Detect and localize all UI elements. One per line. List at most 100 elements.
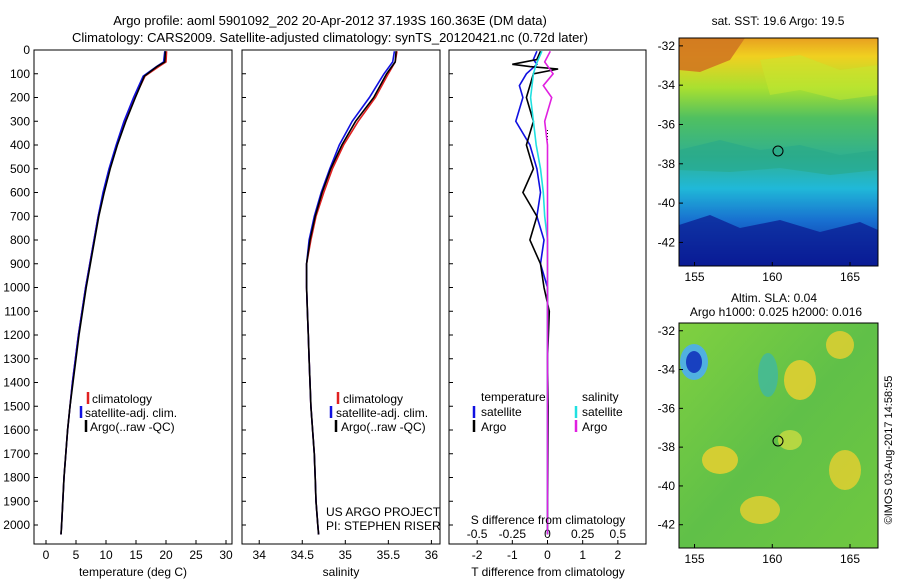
difference-xtick-label: -1 bbox=[507, 548, 518, 562]
map-ytick-label: -32 bbox=[658, 39, 676, 53]
sla-map-frame bbox=[678, 322, 879, 549]
sst-map-frame bbox=[678, 37, 879, 267]
temperature-panel: 0 5 10 15 20 25 300100200300400500600700800900… bbox=[3, 43, 233, 579]
map-ytick-label: -36 bbox=[658, 401, 676, 415]
temperature-xtick-label: 20 bbox=[159, 548, 173, 562]
pi-annotation: PI: STEPHEN RISER bbox=[326, 519, 441, 533]
depth-tick-label: 900 bbox=[10, 257, 30, 271]
figure-title-line2: Climatology: CARS2009. Satellite-adjuste… bbox=[72, 30, 588, 45]
difference-series-satellite bbox=[529, 50, 549, 535]
temperature-axes bbox=[33, 49, 233, 545]
depth-tick-label: 200 bbox=[10, 91, 30, 105]
temperature-xtick-label: 25 bbox=[189, 548, 203, 562]
sla-map-title1: Altim. SLA: 0.04 bbox=[731, 291, 817, 305]
legend-header-temperature: temperature bbox=[481, 390, 546, 404]
temperature-xlabel: temperature (deg C) bbox=[79, 565, 187, 579]
depth-tick-label: 1000 bbox=[3, 281, 30, 295]
legend-label-argo: Argo(..raw -QC) bbox=[341, 420, 426, 434]
legend-label-climatology: climatology bbox=[92, 392, 152, 406]
copyright-stamp: ©IMOS 03-Aug-2017 14:58:55 bbox=[883, 376, 895, 525]
map-xtick-label: 160 bbox=[762, 552, 782, 566]
difference-xtick2-label: -0.25 bbox=[499, 527, 527, 541]
temperature-series-argo-raw-qc- bbox=[60, 51, 167, 535]
temperature-xtick-label: 30 bbox=[219, 548, 233, 562]
depth-tick-label: 1700 bbox=[3, 447, 30, 461]
difference-panel: -2 -1 0 1 2-0.5 -0.25 0 0.25 0.5 temperature sal… bbox=[448, 49, 647, 579]
map-ytick-label: -36 bbox=[658, 117, 676, 131]
salinity-xtick-label: 35 bbox=[339, 548, 353, 562]
legend-label-s-satellite: satellite bbox=[582, 405, 623, 419]
depth-tick-label: 1600 bbox=[3, 423, 30, 437]
difference-series-argo bbox=[512, 50, 559, 535]
depth-tick-label: 1300 bbox=[3, 352, 30, 366]
project-annotation: US ARGO PROJECT bbox=[326, 505, 441, 519]
legend-label-satellite: satellite-adj. clim. bbox=[336, 406, 428, 420]
difference-xtick2-label: -0.5 bbox=[467, 527, 488, 541]
legend-header-salinity: salinity bbox=[582, 390, 619, 404]
difference-series-argo bbox=[542, 50, 555, 535]
sst-map-panel: sat. SST: 19.6 Argo: 19.5 bbox=[658, 14, 879, 284]
depth-tick-label: 400 bbox=[10, 138, 30, 152]
legend-label-t-satellite: satellite bbox=[481, 405, 522, 419]
map-xtick-label: 155 bbox=[685, 552, 705, 566]
difference-xtick2-label: 0.5 bbox=[610, 527, 627, 541]
salinity-panel: 34 34.5 35 35.5 36 salinity climatology sate… bbox=[241, 49, 441, 579]
legend-label-climatology: climatology bbox=[343, 392, 403, 406]
map-ytick-label: -32 bbox=[658, 324, 676, 338]
salinity-xlabel: salinity bbox=[323, 565, 360, 579]
depth-tick-label: 1400 bbox=[3, 376, 30, 390]
legend-label-satellite: satellite-adj. clim. bbox=[85, 406, 177, 420]
map-xtick-label: 160 bbox=[762, 270, 782, 284]
map-ytick-label: -34 bbox=[658, 78, 676, 92]
temperature-xtick-label: 0 bbox=[43, 548, 50, 562]
map-xtick-label: 155 bbox=[685, 270, 705, 284]
map-ytick-label: -40 bbox=[658, 479, 676, 493]
salinity-xtick-label: 35.5 bbox=[377, 548, 401, 562]
legend-label-argo: Argo(..raw -QC) bbox=[90, 420, 175, 434]
temperature-xtick-label: 15 bbox=[129, 548, 143, 562]
difference-xtick-label: 0 bbox=[544, 548, 551, 562]
depth-tick-label: 800 bbox=[10, 233, 30, 247]
depth-tick-label: 1900 bbox=[3, 494, 30, 508]
map-ytick-label: -40 bbox=[658, 196, 676, 210]
salinity-xtick-label: 34 bbox=[253, 548, 267, 562]
salinity-xtick-label: 34.5 bbox=[291, 548, 315, 562]
difference-xtick-label: 1 bbox=[579, 548, 586, 562]
legend-label-t-argo: Argo bbox=[481, 420, 507, 434]
map-xtick-label: 165 bbox=[840, 270, 860, 284]
depth-tick-label: 0 bbox=[23, 43, 30, 57]
sla-map-title2: Argo h1000: 0.025 h2000: 0.016 bbox=[690, 305, 862, 319]
legend-label-s-argo: Argo bbox=[582, 420, 608, 434]
sla-texture bbox=[680, 331, 861, 524]
map-ytick-label: -42 bbox=[658, 235, 676, 249]
depth-tick-label: 1800 bbox=[3, 471, 30, 485]
figure-title-line1: Argo profile: aoml 5901092_202 20-Apr-20… bbox=[113, 13, 547, 28]
difference-xtick-label: -2 bbox=[472, 548, 483, 562]
temperature-legend: climatology satellite-adj. clim. Argo(..… bbox=[79, 392, 177, 434]
sla-map-panel: Altim. SLA: 0.04 Argo h1000: 0.025 h2000… bbox=[658, 291, 879, 566]
difference-xtick-label: 2 bbox=[615, 548, 622, 562]
sst-texture bbox=[679, 38, 878, 266]
map-ytick-label: -34 bbox=[658, 363, 676, 377]
sst-map-title: sat. SST: 19.6 Argo: 19.5 bbox=[712, 14, 845, 28]
depth-tick-label: 2000 bbox=[3, 518, 30, 532]
difference-xtick2-label: 0.25 bbox=[571, 527, 595, 541]
depth-tick-label: 600 bbox=[10, 186, 30, 200]
t-difference-xlabel: T difference from climatology bbox=[471, 565, 625, 579]
s-difference-xlabel: S difference from climatology bbox=[471, 513, 626, 527]
depth-tick-label: 100 bbox=[10, 67, 30, 81]
salinity-axes bbox=[241, 49, 441, 545]
temperature-xtick-label: 10 bbox=[99, 548, 113, 562]
depth-tick-label: 1200 bbox=[3, 328, 30, 342]
sla-argo-marker bbox=[772, 435, 784, 447]
difference-legend: temperature salinity satellite Argo sate… bbox=[472, 390, 623, 434]
depth-tick-label: 300 bbox=[10, 114, 30, 128]
salinity-legend: climatology satellite-adj. clim. Argo(..… bbox=[329, 392, 428, 434]
salinity-series-argo-raw-qc- bbox=[305, 51, 397, 535]
depth-tick-label: 1500 bbox=[3, 399, 30, 413]
depth-tick-label: 500 bbox=[10, 162, 30, 176]
map-xtick-label: 165 bbox=[840, 552, 860, 566]
temperature-xtick-label: 5 bbox=[73, 548, 80, 562]
depth-tick-label: 700 bbox=[10, 209, 30, 223]
